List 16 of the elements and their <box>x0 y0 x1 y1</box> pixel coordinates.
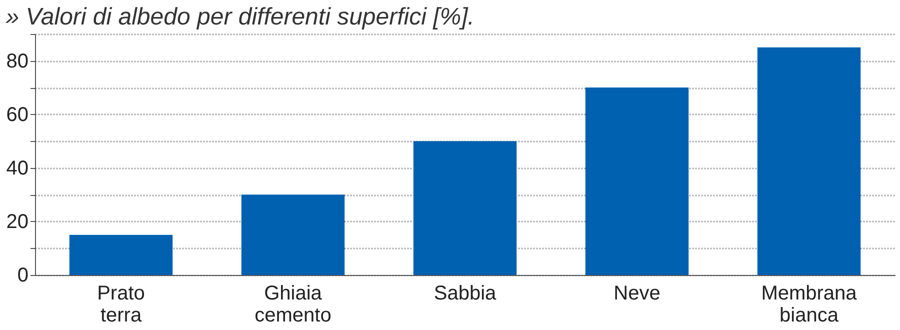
y-tick-label: 40 <box>6 157 28 180</box>
x-tick-label: Neve <box>614 282 660 304</box>
x-tick-label: Sabbia <box>434 282 498 304</box>
bar <box>757 47 861 275</box>
bar <box>585 88 689 275</box>
y-tick-label: 80 <box>6 50 28 72</box>
bar <box>69 234 173 275</box>
y-tick-label: 20 <box>6 210 28 233</box>
bar <box>413 141 517 275</box>
x-tick-label: Ghiaia cemento <box>254 282 332 326</box>
bar <box>241 194 345 275</box>
y-tick-label: 0 <box>17 264 28 286</box>
chart-title: » Valori di albedo per differenti superfici [%]. <box>6 4 474 30</box>
x-tick-label: Prato terra <box>97 282 145 326</box>
y-tick-label: 60 <box>6 104 28 126</box>
x-tick-label: Membrana bianca <box>761 282 858 326</box>
